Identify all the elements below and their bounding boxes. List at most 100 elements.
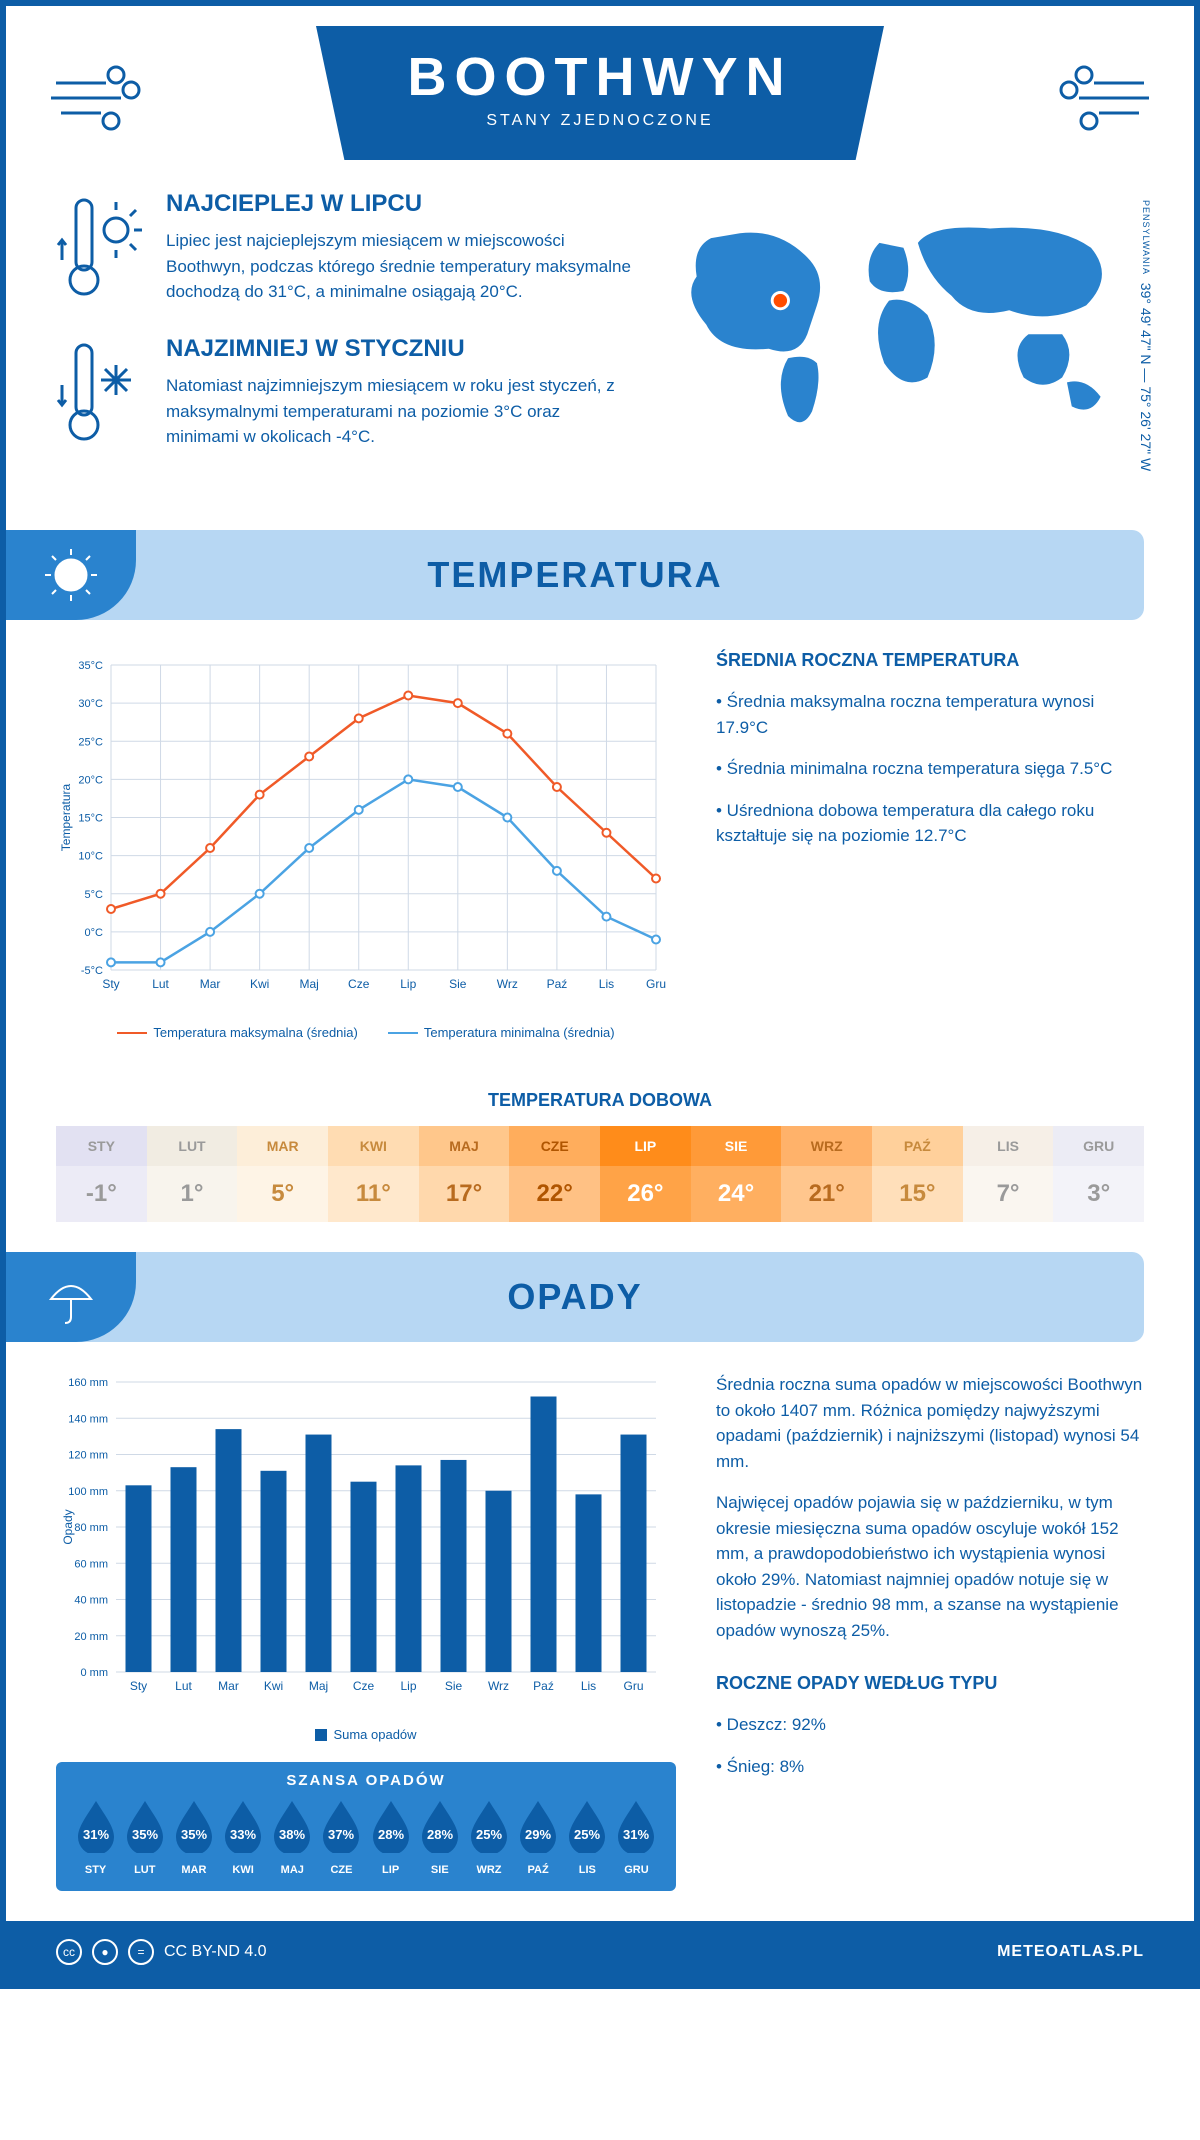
svg-text:0°C: 0°C [85, 927, 104, 939]
precip-type-heading: ROCZNE OPADY WEDŁUG TYPU [716, 1673, 1144, 1694]
warmest-block: NAJCIEPLEJ W LIPCU Lipiec jest najcieple… [56, 190, 633, 310]
svg-text:Kwi: Kwi [264, 1679, 283, 1693]
svg-text:15°C: 15°C [78, 813, 103, 825]
svg-text:Kwi: Kwi [250, 977, 269, 991]
daily-temp-table: STY-1°LUT1°MAR5°KWI11°MAJ17°CZE22°LIP26°… [56, 1126, 1144, 1222]
svg-text:0 mm: 0 mm [81, 1667, 109, 1679]
svg-text:Sie: Sie [445, 1679, 463, 1693]
svg-text:100 mm: 100 mm [68, 1486, 108, 1498]
svg-text:28%: 28% [378, 1827, 404, 1842]
rain-chance-panel: SZANSA OPADÓW 31%STY35%LUT35%MAR33%KWI38… [56, 1762, 676, 1891]
site-name: METEOATLAS.PL [997, 1943, 1144, 1961]
daily-cell: GRU3° [1053, 1126, 1144, 1222]
svg-text:Lut: Lut [152, 977, 169, 991]
svg-text:Cze: Cze [353, 1679, 375, 1693]
svg-text:20°C: 20°C [78, 774, 103, 786]
cc-icon: cc [56, 1939, 82, 1965]
rain-drop: 37%CZE [317, 1799, 366, 1876]
svg-text:40 mm: 40 mm [74, 1595, 108, 1607]
svg-text:Paź: Paź [533, 1679, 554, 1693]
daily-cell: CZE22° [509, 1126, 600, 1222]
svg-text:28%: 28% [427, 1827, 453, 1842]
rain-drop: 28%LIP [366, 1799, 415, 1876]
sun-icon [41, 545, 101, 605]
daily-cell: PAŹ15° [872, 1126, 963, 1222]
svg-text:35°C: 35°C [78, 660, 103, 672]
svg-text:Temperatura: Temperatura [59, 783, 73, 851]
thermometer-cold-icon [56, 335, 146, 455]
svg-text:80 mm: 80 mm [74, 1522, 108, 1534]
rain-drop: 28%SIE [415, 1799, 464, 1876]
svg-text:Mar: Mar [200, 977, 221, 991]
svg-text:Gru: Gru [646, 977, 666, 991]
svg-text:25°C: 25°C [78, 736, 103, 748]
svg-text:Lis: Lis [581, 1679, 596, 1693]
svg-text:5°C: 5°C [85, 889, 104, 901]
rain-drop: 31%GRU [612, 1799, 661, 1876]
warmest-text: Lipiec jest najcieplejszym miesiącem w m… [166, 228, 633, 305]
daily-cell: KWI11° [328, 1126, 419, 1222]
precip-legend: Suma opadów [56, 1727, 676, 1742]
svg-text:Mar: Mar [218, 1679, 239, 1693]
svg-text:Wrz: Wrz [488, 1679, 509, 1693]
temperature-banner: TEMPERATURA [6, 530, 1144, 620]
precip-p2: Najwięcej opadów pojawia się w październ… [716, 1490, 1144, 1643]
svg-text:Sie: Sie [449, 977, 467, 991]
footer: cc ● = CC BY-ND 4.0 METEOATLAS.PL [6, 1921, 1194, 1983]
rain-drop: 31%STY [71, 1799, 120, 1876]
coldest-block: NAJZIMNIEJ W STYCZNIU Natomiast najzimni… [56, 335, 633, 455]
thermometer-hot-icon [56, 190, 146, 310]
precip-snow: • Śnieg: 8% [716, 1754, 1144, 1780]
temp-b3: • Uśredniona dobowa temperatura dla całe… [716, 798, 1144, 849]
svg-text:60 mm: 60 mm [74, 1558, 108, 1570]
svg-text:Lip: Lip [400, 1679, 416, 1693]
precip-chart: 0 mm20 mm40 mm60 mm80 mm100 mm120 mm140 … [56, 1372, 676, 1712]
precip-p1: Średnia roczna suma opadów w miejscowośc… [716, 1372, 1144, 1474]
daily-cell: LUT1° [147, 1126, 238, 1222]
rain-drop: 33%KWI [219, 1799, 268, 1876]
svg-text:Wrz: Wrz [497, 977, 518, 991]
svg-text:25%: 25% [574, 1827, 600, 1842]
temperature-chart: -5°C0°C5°C10°C15°C20°C25°C30°C35°CStyLut… [56, 650, 676, 1010]
daily-cell: SIE24° [691, 1126, 782, 1222]
world-map [663, 190, 1144, 440]
temp-side-heading: ŚREDNIA ROCZNA TEMPERATURA [716, 650, 1144, 671]
svg-text:Sty: Sty [130, 1679, 147, 1693]
umbrella-icon [41, 1267, 101, 1327]
svg-text:120 mm: 120 mm [68, 1450, 108, 1462]
svg-text:Lut: Lut [175, 1679, 192, 1693]
svg-text:31%: 31% [83, 1827, 109, 1842]
svg-text:-5°C: -5°C [81, 965, 103, 977]
rain-drop: 38%MAJ [268, 1799, 317, 1876]
daily-temp-title: TEMPERATURA DOBOWA [6, 1090, 1194, 1111]
page-subtitle: STANY ZJEDNOCZONE [316, 112, 884, 130]
wind-icon-right [1034, 53, 1154, 133]
svg-text:Paź: Paź [547, 977, 568, 991]
svg-text:29%: 29% [525, 1827, 551, 1842]
daily-cell: LIP26° [600, 1126, 691, 1222]
svg-text:20 mm: 20 mm [74, 1631, 108, 1643]
daily-cell: MAR5° [237, 1126, 328, 1222]
svg-text:38%: 38% [279, 1827, 305, 1842]
wind-icon-left [46, 53, 166, 133]
daily-cell: WRZ21° [781, 1126, 872, 1222]
svg-text:10°C: 10°C [78, 851, 103, 863]
precip-banner: OPADY [6, 1252, 1144, 1342]
coordinates: PENSYLWANIA 39° 49' 47" N — 75° 26' 27" … [1138, 200, 1154, 471]
svg-text:Opady: Opady [61, 1509, 75, 1544]
svg-text:Maj: Maj [300, 977, 319, 991]
rain-drop: 29%PAŹ [514, 1799, 563, 1876]
daily-cell: LIS7° [963, 1126, 1054, 1222]
rain-drop: 35%LUT [120, 1799, 169, 1876]
temperature-title: TEMPERATURA [427, 554, 722, 596]
temp-legend: Temperatura maksymalna (średnia) Tempera… [56, 1025, 676, 1040]
coldest-heading: NAJZIMNIEJ W STYCZNIU [166, 335, 633, 363]
rain-drop: 25%LIS [563, 1799, 612, 1876]
temp-b2: • Średnia minimalna roczna temperatura s… [716, 756, 1144, 782]
svg-text:160 mm: 160 mm [68, 1377, 108, 1389]
svg-text:Lip: Lip [400, 977, 416, 991]
daily-cell: STY-1° [56, 1126, 147, 1222]
daily-cell: MAJ17° [419, 1126, 510, 1222]
svg-text:35%: 35% [181, 1827, 207, 1842]
svg-text:Maj: Maj [309, 1679, 328, 1693]
